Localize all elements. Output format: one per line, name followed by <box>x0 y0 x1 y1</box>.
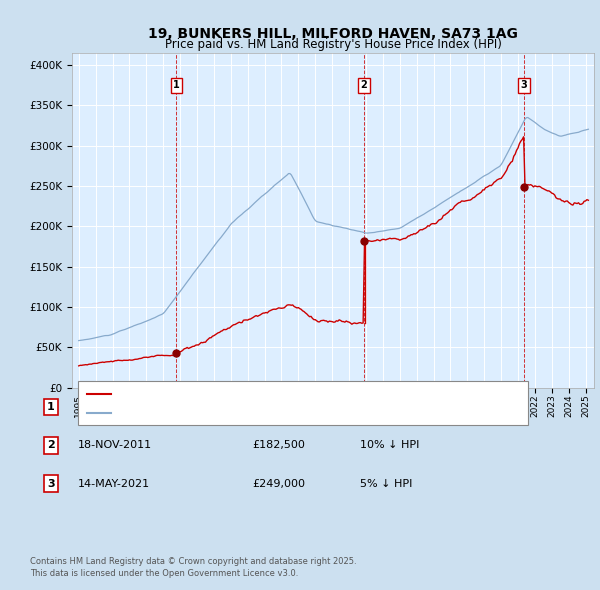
Text: 2: 2 <box>47 441 55 450</box>
Text: 10% ↓ HPI: 10% ↓ HPI <box>360 441 419 450</box>
Text: 3: 3 <box>47 479 55 489</box>
Text: £43,000: £43,000 <box>252 402 298 412</box>
Text: 1: 1 <box>173 80 180 90</box>
Text: 18-NOV-2011: 18-NOV-2011 <box>78 441 152 450</box>
Text: 13-OCT-2000: 13-OCT-2000 <box>78 402 151 412</box>
Text: 19, BUNKERS HILL, MILFORD HAVEN, SA73 1AG: 19, BUNKERS HILL, MILFORD HAVEN, SA73 1A… <box>148 27 518 41</box>
Text: Contains HM Land Registry data © Crown copyright and database right 2025.: Contains HM Land Registry data © Crown c… <box>30 558 356 566</box>
Text: Price paid vs. HM Land Registry's House Price Index (HPI): Price paid vs. HM Land Registry's House … <box>164 38 502 51</box>
Text: 1: 1 <box>47 402 55 412</box>
Text: 14-MAY-2021: 14-MAY-2021 <box>78 479 150 489</box>
Text: 50% ↓ HPI: 50% ↓ HPI <box>360 402 419 412</box>
Text: 2: 2 <box>361 80 367 90</box>
Text: 19, BUNKERS HILL, MILFORD HAVEN, SA73 1AG (detached house): 19, BUNKERS HILL, MILFORD HAVEN, SA73 1A… <box>117 389 438 398</box>
Text: £182,500: £182,500 <box>252 441 305 450</box>
Text: 5% ↓ HPI: 5% ↓ HPI <box>360 479 412 489</box>
Text: This data is licensed under the Open Government Licence v3.0.: This data is licensed under the Open Gov… <box>30 569 298 578</box>
Text: HPI: Average price, detached house, Pembrokeshire: HPI: Average price, detached house, Pemb… <box>117 408 370 418</box>
Text: £249,000: £249,000 <box>252 479 305 489</box>
Text: 3: 3 <box>521 80 527 90</box>
